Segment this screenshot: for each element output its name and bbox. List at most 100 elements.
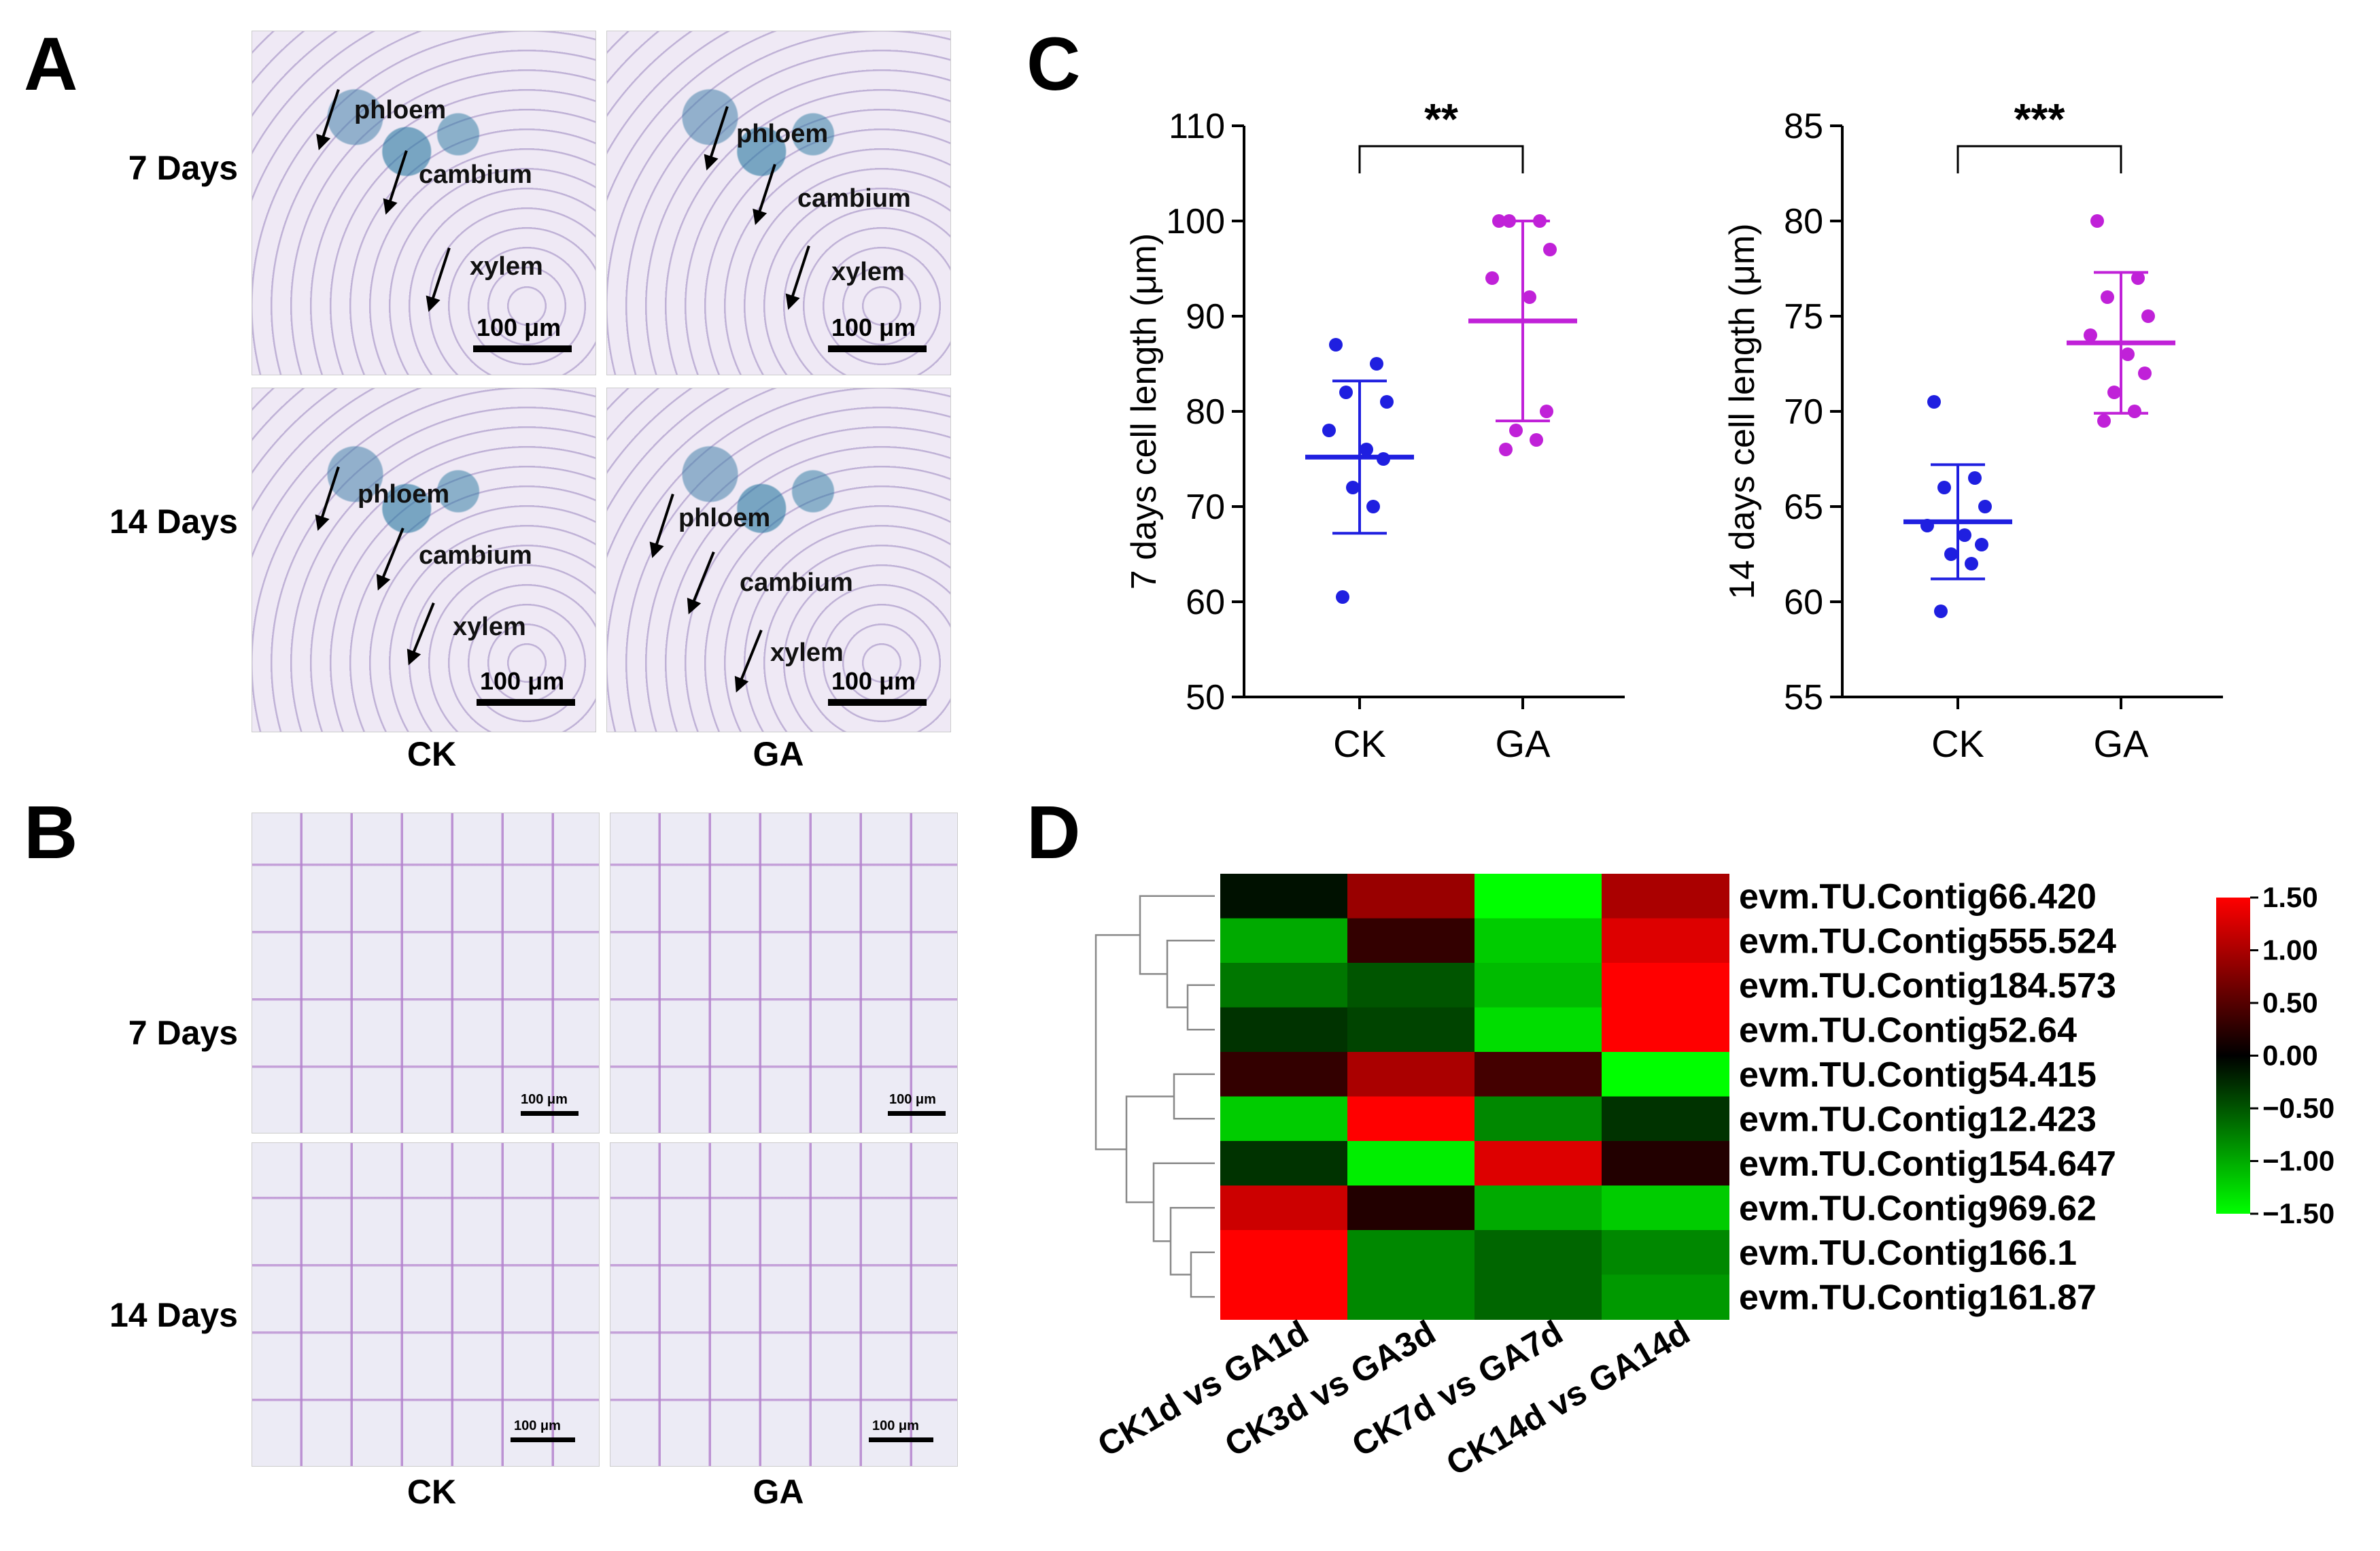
cambium-arrow	[387, 150, 408, 207]
heatmap-cell	[1602, 1141, 1729, 1187]
colorbar	[2216, 898, 2250, 1214]
scale-bar	[828, 345, 927, 352]
row-label: evm.TU.Contig555.524	[1739, 921, 2116, 961]
x-tick-label: GA	[2094, 722, 2150, 765]
heatmap-cell	[1602, 1185, 1729, 1231]
data-point	[2107, 386, 2121, 399]
scale-bar	[477, 699, 575, 706]
cambium-arrow	[757, 164, 776, 217]
heatmap-cell	[1474, 1230, 1602, 1276]
panel-a-col-label-ck: CK	[407, 735, 457, 773]
y-tick-label: 70	[1784, 392, 1823, 432]
data-point	[1336, 590, 1349, 604]
panel-letter-a: A	[24, 22, 78, 106]
cambium-arrow	[691, 551, 715, 607]
heatmap-cell	[1347, 1096, 1475, 1142]
cambium-label: cambium	[740, 568, 853, 597]
colorbar-tick-label: −1.00	[2262, 1145, 2334, 1177]
data-point	[2121, 347, 2135, 361]
heatmap-cell	[1602, 963, 1729, 1008]
dendrogram-branch	[1166, 940, 1215, 1008]
data-point	[1492, 214, 1506, 228]
scale-bar	[473, 345, 572, 352]
panel-b-row-label-7days: 7 Days	[128, 1014, 238, 1052]
row-label: evm.TU.Contig54.415	[1739, 1055, 2097, 1095]
row-label: evm.TU.Contig184.573	[1739, 966, 2116, 1006]
phloem-label: phloem	[354, 96, 447, 124]
significance-bracket	[1358, 145, 1524, 173]
data-point	[1499, 443, 1513, 456]
scale-bar-label: 100 μm	[477, 313, 562, 341]
dendrogram-branch	[1173, 1073, 1215, 1120]
row-label: evm.TU.Contig66.420	[1739, 877, 2097, 917]
data-point	[1958, 528, 1971, 542]
heatmap-cell	[1474, 874, 1602, 919]
phloem-label: phloem	[736, 120, 829, 148]
xylem-arrow	[411, 602, 435, 658]
scale-bar	[828, 699, 927, 706]
heatmap-cell	[1474, 1096, 1602, 1142]
significance-label: **	[1424, 95, 1458, 143]
micrograph-ck-14d: phloem cambium xylem 100 μm	[252, 388, 596, 732]
micrograph-ga-14d: phloem cambium xylem 100 μm	[606, 388, 951, 732]
heatmap-cell	[1347, 1185, 1475, 1231]
heatmap-cell	[1602, 1230, 1729, 1276]
x-tick-label: CK	[1333, 722, 1386, 765]
heatmap-cell	[1602, 918, 1729, 964]
xylem-arrow	[430, 248, 451, 304]
colorbar-tick-label: 1.00	[2262, 934, 2318, 966]
heatmap-cell	[1220, 1141, 1348, 1187]
heatmap-cell	[1347, 1141, 1475, 1187]
x-tick-label: CK	[1931, 722, 1984, 765]
data-point	[1523, 290, 1536, 304]
heatmap-cell	[1220, 1274, 1348, 1320]
data-point	[2131, 271, 2145, 285]
heatmap-cell	[1474, 1007, 1602, 1053]
panel-b-row-label-14days: 14 Days	[109, 1296, 238, 1334]
heatmap-cell	[1220, 963, 1348, 1008]
row-label: evm.TU.Contig154.647	[1739, 1144, 2116, 1184]
panel-a-col-label-ga: GA	[753, 735, 804, 773]
heatmap-cell	[1220, 918, 1348, 964]
data-point	[1533, 214, 1547, 228]
row-label: evm.TU.Contig969.62	[1739, 1189, 2097, 1228]
heatmap-cell	[1220, 1230, 1348, 1276]
data-point	[2084, 328, 2097, 342]
data-point	[2141, 309, 2155, 323]
xylem-label: xylem	[831, 258, 905, 286]
data-point	[2090, 214, 2104, 228]
heatmap-cell	[1602, 1274, 1729, 1320]
heatmap-cell	[1347, 963, 1475, 1008]
scale-bar-label: 100 μm	[514, 1418, 561, 1433]
heatmap-cell	[1220, 1096, 1348, 1142]
panel-a-row-label-14days: 14 Days	[109, 502, 238, 541]
data-point	[1920, 519, 1934, 532]
heatmap-cell	[1602, 1007, 1729, 1053]
scale-bar-label: 100 μm	[889, 1092, 936, 1107]
data-point	[1322, 424, 1336, 437]
xylem-arrow	[738, 630, 763, 685]
data-point	[2128, 405, 2141, 418]
row-label: evm.TU.Contig52.64	[1739, 1010, 2077, 1050]
dendrogram-branch	[1094, 934, 1140, 1151]
data-point	[1370, 357, 1383, 371]
xylem-arrow	[789, 245, 810, 302]
data-point	[1502, 214, 1516, 228]
heatmap-cell	[1220, 1007, 1348, 1053]
panel-a-row-label-7days: 7 Days	[128, 149, 238, 187]
data-point	[1380, 395, 1394, 409]
colorbar-tick-label: 0.00	[2262, 1040, 2318, 1072]
data-point	[1377, 452, 1390, 466]
y-tick-label: 70	[1186, 488, 1225, 527]
scale-bar-label: 100 μm	[521, 1092, 568, 1107]
data-point	[1540, 405, 1553, 418]
chart-7days-cell-length: 50 60 70 80 90 100 110 CK GA 7 days cell length (…	[1124, 95, 1625, 765]
cambium-arrow	[380, 528, 404, 583]
heatmap-cell	[1220, 1052, 1348, 1097]
significance-bracket	[1956, 145, 2122, 173]
data-point	[1366, 500, 1380, 513]
data-point	[1978, 500, 1992, 513]
cambium-label: cambium	[419, 160, 532, 189]
data-point	[1485, 271, 1499, 285]
heatmap-cell	[1347, 1052, 1475, 1097]
